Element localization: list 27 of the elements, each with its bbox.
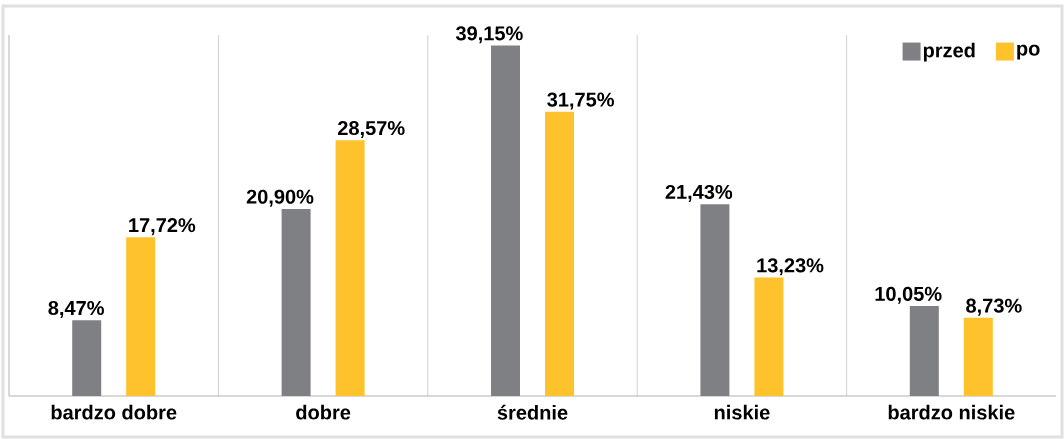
bar <box>545 111 575 396</box>
legend-label: po <box>1017 44 1040 60</box>
legend-label: przed <box>923 42 975 62</box>
bar <box>909 306 939 396</box>
data-label: 8,73% <box>966 298 1022 316</box>
bar <box>491 45 521 396</box>
data-label: 21,43% <box>665 184 733 202</box>
x-tick-label: bardzo niskie <box>888 404 1015 420</box>
x-tick-label: niskie <box>714 404 770 420</box>
x-tick-label: dobre <box>296 404 351 420</box>
bar <box>754 277 784 396</box>
bar <box>281 208 311 396</box>
bar <box>700 204 730 396</box>
data-label: 28,57% <box>338 120 405 139</box>
bar <box>335 140 365 396</box>
x-tick-label: średnie <box>497 404 568 420</box>
data-label: 13,23% <box>757 258 824 276</box>
data-label: 31,75% <box>547 92 614 110</box>
data-label: 10,05% <box>875 286 942 304</box>
data-label: 20,90% <box>246 189 314 207</box>
x-tick-label: bardzo dobre <box>51 404 177 420</box>
bar <box>126 237 156 396</box>
data-label: 39,15% <box>455 26 523 44</box>
data-label: 8,47% <box>48 300 104 318</box>
data-label: 17,72% <box>129 218 196 236</box>
bar <box>72 320 102 396</box>
bar <box>963 317 993 396</box>
